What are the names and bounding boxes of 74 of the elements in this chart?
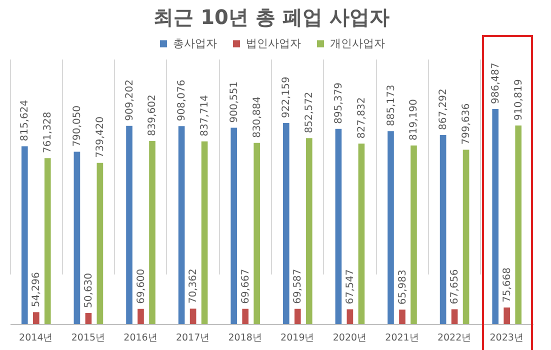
data-label: 827,832	[356, 97, 368, 139]
data-label: 67,656	[450, 269, 461, 304]
x-tick-label: 2023년	[490, 332, 524, 344]
data-label: 900,551	[228, 81, 240, 123]
bar	[85, 312, 92, 324]
data-label: 67,547	[344, 269, 356, 304]
data-label: 922,159	[281, 76, 292, 118]
bar	[282, 123, 290, 324]
bar	[462, 150, 470, 324]
bar	[230, 128, 238, 324]
data-label: 70,362	[188, 268, 200, 304]
bar	[190, 308, 196, 324]
bar	[21, 146, 28, 324]
bar	[242, 308, 249, 324]
data-label: 909,202	[124, 79, 136, 121]
bar	[294, 308, 301, 324]
data-label: 837,714	[200, 95, 211, 136]
bar	[335, 128, 342, 324]
x-tick-label: 2020년	[332, 332, 368, 344]
data-label: 895,379	[333, 82, 344, 124]
bar	[149, 141, 156, 324]
data-label: 69,587	[292, 268, 304, 304]
bar	[504, 308, 510, 324]
bar	[306, 138, 312, 324]
x-tick-label: 2021년	[385, 332, 420, 344]
data-label: 867,292	[438, 88, 450, 130]
bar	[388, 131, 394, 324]
bar	[492, 109, 499, 324]
bar	[201, 141, 208, 324]
bar	[515, 125, 522, 324]
data-label: 830,884	[252, 96, 263, 138]
data-label: 815,624	[20, 100, 31, 142]
x-tick-label: 2015년	[71, 332, 106, 344]
data-label: 819,190	[408, 99, 420, 140]
data-label: 986,487	[490, 62, 502, 104]
data-label: 790,050	[72, 105, 83, 147]
x-tick-label: 2016년	[124, 332, 158, 344]
bar	[126, 126, 132, 324]
bar	[358, 144, 365, 324]
chart-title: 최근 10년 총 폐업 사업자	[154, 5, 390, 29]
bar	[32, 312, 40, 324]
legend-label: 법인사업자	[246, 36, 301, 50]
data-label: 65,983	[397, 270, 408, 305]
data-label: 799,636	[461, 103, 472, 145]
bar	[74, 152, 80, 324]
legend-label: 총사업자	[173, 36, 217, 50]
data-label: 908,076	[176, 80, 188, 122]
bar	[178, 126, 185, 324]
bar	[410, 145, 417, 324]
legend-label: 개인사업자	[330, 36, 385, 50]
bar	[44, 158, 51, 324]
bar	[138, 308, 144, 324]
data-label: 739,420	[94, 116, 106, 158]
bar	[440, 134, 446, 324]
x-tick-label: 2014년	[19, 332, 54, 344]
data-label: 54,296	[31, 272, 42, 308]
bar	[254, 142, 260, 324]
data-label: 69,600	[136, 268, 147, 304]
data-label: 839,602	[147, 94, 158, 136]
x-tick-label: 2019년	[280, 332, 315, 344]
bar	[451, 309, 458, 324]
data-label: 69,667	[240, 268, 252, 304]
x-tick-label: 2018년	[228, 332, 262, 344]
data-label: 885,173	[386, 84, 397, 126]
data-label: 75,668	[502, 268, 513, 303]
data-label: 910,819	[513, 79, 524, 120]
bar	[96, 162, 104, 324]
x-tick-label: 2022년	[437, 332, 472, 344]
x-tick-label: 2017년	[176, 332, 210, 344]
data-label: 761,328	[42, 112, 54, 154]
bar	[346, 309, 354, 324]
data-label: 50,630	[83, 272, 94, 308]
data-label: 852,572	[304, 92, 316, 134]
bar	[399, 310, 406, 324]
